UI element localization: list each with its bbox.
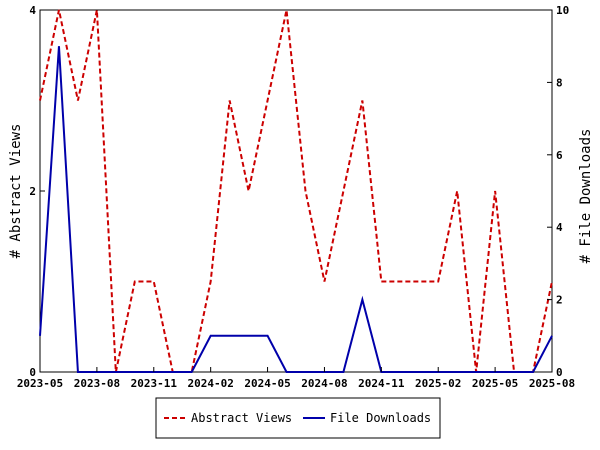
x-tick-label: 2023-05 (17, 377, 63, 390)
y-right-tick-label: 6 (556, 149, 563, 162)
x-tick-label: 2024-02 (187, 377, 233, 390)
legend: Abstract Views File Downloads (155, 397, 441, 439)
x-tick-label: 2024-05 (244, 377, 290, 390)
legend-label-file-downloads: File Downloads (330, 411, 431, 425)
legend-box (155, 397, 441, 439)
y-right-tick-label: 0 (556, 366, 563, 379)
y-right-tick-label: 4 (556, 221, 563, 234)
x-tick-label: 2025-08 (529, 377, 575, 390)
series-line-file-downloads (39, 46, 553, 373)
y-left-tick-label: 4 (29, 4, 36, 17)
plot-area-frame (39, 9, 553, 373)
x-tick-label: 2023-11 (131, 377, 178, 390)
legend-label-abstract-views: Abstract Views (191, 411, 292, 425)
y-right-tick-label: 8 (556, 76, 563, 89)
y-axis-left-title: # Abstract Views (8, 124, 24, 259)
y-right-tick-label: 10 (556, 4, 569, 17)
y-left-tick-label: 0 (29, 366, 36, 379)
x-tick-label: 2024-08 (301, 377, 347, 390)
x-tick-label: 2025-05 (472, 377, 518, 390)
axis-layer: 2023-05 2023-08 2023-11 2024-02 2024-05 2024-… (17, 4, 575, 390)
y-axis-right-title: # File Downloads (578, 129, 594, 264)
series-line-abstract-views (39, 9, 553, 373)
x-tick-label: 2025-02 (415, 377, 461, 390)
x-tick-label: 2023-08 (74, 377, 120, 390)
series-layer (39, 9, 553, 373)
x-tick-label: 2024-11 (358, 377, 405, 390)
y-right-tick-label: 2 (556, 294, 563, 307)
y-left-tick-label: 2 (29, 185, 36, 198)
